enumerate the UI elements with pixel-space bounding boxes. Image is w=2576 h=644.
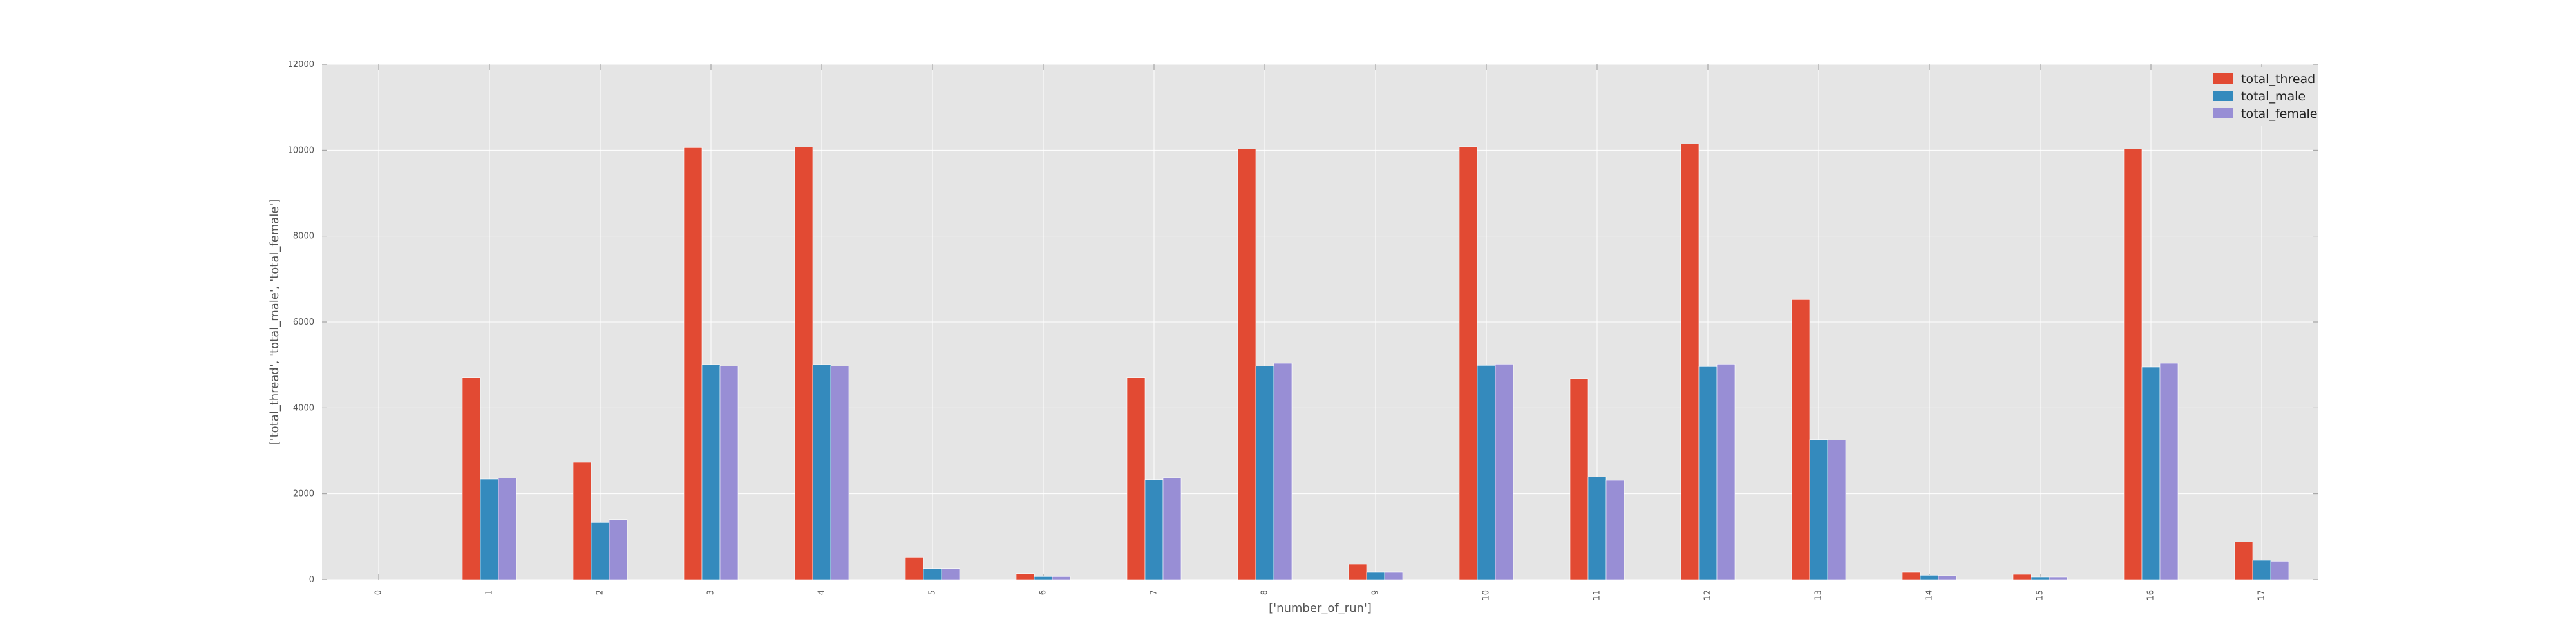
- bar-total-male: [812, 364, 831, 580]
- bar-total-female: [830, 366, 849, 580]
- x-tick-label: 17: [2257, 590, 2267, 601]
- bar-total-male: [1698, 366, 1718, 580]
- y-tick-label: 0: [309, 575, 314, 585]
- x-tick-label: 15: [2036, 590, 2045, 601]
- bar-total-male: [923, 568, 942, 580]
- x-tick-label: 16: [2146, 590, 2156, 601]
- bar-total-female: [2270, 561, 2289, 580]
- y-tick-label: 4000: [293, 403, 314, 413]
- bar-total-male: [1255, 366, 1274, 580]
- bar-total-thread: [1680, 144, 1700, 580]
- bar-total-thread: [1016, 573, 1035, 580]
- x-tick-label: 6: [1039, 590, 1048, 595]
- y-axis-label: ['total_thread', 'total_male', 'total_fe…: [268, 199, 281, 446]
- x-tick-label: 12: [1703, 590, 1713, 601]
- x-tick-label: 9: [1371, 590, 1381, 595]
- bars: [462, 144, 2289, 580]
- bar-total-female: [1162, 477, 1182, 580]
- bar-total-thread: [1791, 299, 1810, 580]
- bar-total-thread: [1348, 564, 1367, 580]
- bar-total-male: [1809, 439, 1828, 580]
- x-tick-label: 3: [706, 590, 716, 595]
- bar-total-thread: [2012, 574, 2032, 580]
- bar-total-thread: [1569, 378, 1589, 580]
- bar-total-thread: [683, 147, 703, 580]
- bar-total-thread: [1902, 571, 1921, 580]
- x-tick-label: 11: [1593, 590, 1602, 601]
- y-tick-label: 8000: [293, 232, 314, 242]
- legend-swatch-total-female: [2213, 108, 2233, 118]
- bar-total-female: [1827, 440, 1846, 580]
- bar-total-male: [1587, 477, 1607, 580]
- legend-label-total-female: total_female: [2241, 107, 2317, 121]
- bar-total-male: [591, 522, 610, 580]
- bar-total-thread: [1126, 377, 1146, 580]
- bar-total-female: [609, 519, 628, 580]
- y-tick-label: 10000: [288, 146, 314, 155]
- bar-total-female: [1605, 480, 1625, 580]
- x-tick-label: 8: [1260, 590, 1270, 595]
- bar-total-female: [1384, 571, 1403, 580]
- bar-total-male: [1366, 571, 1385, 580]
- legend-swatch-total-male: [2213, 91, 2233, 101]
- bar-total-male: [1920, 575, 1939, 580]
- bar-total-thread: [2234, 542, 2253, 580]
- bar-total-male: [2031, 576, 2050, 580]
- x-tick-label: 2: [596, 590, 605, 595]
- legend-label-total-male: total_male: [2241, 90, 2306, 104]
- bar-total-male: [701, 364, 721, 580]
- x-tick-label: 1: [485, 590, 495, 595]
- bar-total-male: [1034, 576, 1053, 580]
- bar-total-female: [2049, 576, 2068, 580]
- x-tick-label: 5: [928, 590, 938, 595]
- bar-total-male: [480, 478, 499, 580]
- bar-total-female: [1716, 364, 1736, 580]
- bar-total-female: [2159, 363, 2179, 580]
- legend: total_thread total_male total_female: [2202, 67, 2317, 126]
- y-tick-label: 2000: [293, 489, 314, 499]
- bar-total-male: [1477, 365, 1496, 580]
- bar-total-male: [1144, 479, 1164, 580]
- x-tick-label: 0: [374, 590, 384, 595]
- x-tick-label: 7: [1150, 590, 1159, 595]
- bar-total-female: [1273, 363, 1293, 580]
- x-axis-label: ['number_of_run']: [1269, 601, 1372, 615]
- bar-total-male: [2141, 366, 2161, 580]
- bar-total-male: [2252, 560, 2271, 580]
- bar-total-female: [1495, 364, 1514, 580]
- legend-swatch-total-thread: [2213, 73, 2233, 84]
- bar-total-female: [1052, 576, 1071, 580]
- y-tick-label: 12000: [288, 60, 314, 70]
- legend-label-total-thread: total_thread: [2241, 72, 2315, 86]
- bar-total-female: [1938, 575, 1957, 580]
- x-tick-label: 14: [1925, 590, 1935, 601]
- bar-total-thread: [905, 557, 924, 580]
- bar-total-thread: [2123, 149, 2143, 580]
- bar-total-thread: [462, 377, 481, 580]
- bar-total-female: [498, 478, 517, 580]
- x-tick-label: 10: [1482, 590, 1492, 601]
- x-tick-label: 4: [817, 590, 827, 595]
- bar-total-female: [719, 366, 739, 580]
- x-tick-label: 13: [1814, 590, 1824, 601]
- bar-total-thread: [573, 462, 592, 580]
- bar-total-thread: [1237, 149, 1256, 580]
- bar-total-thread: [1459, 146, 1478, 580]
- bar-total-female: [941, 568, 960, 580]
- y-tick-label: 6000: [293, 317, 314, 327]
- bar-total-thread: [794, 147, 813, 580]
